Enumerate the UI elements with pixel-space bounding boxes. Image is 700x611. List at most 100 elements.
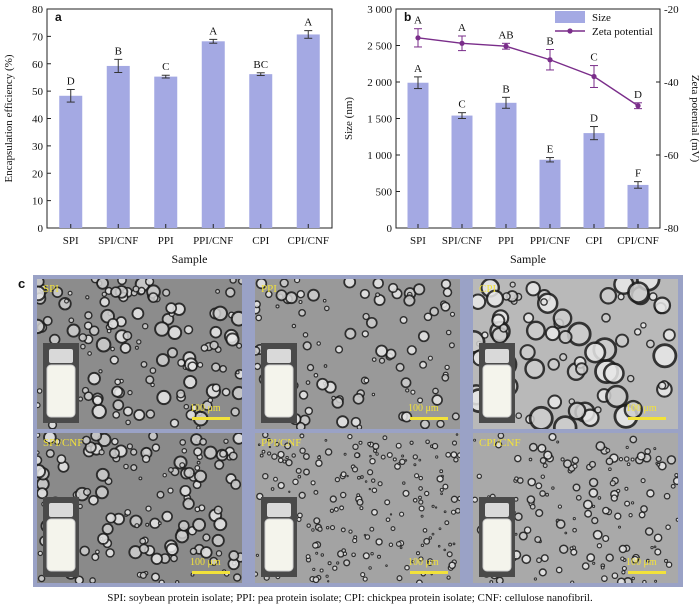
micrograph-grid: SPI 100 μm PPI 100 μm CPI 100 μm SPI/CNF 100 μm… bbox=[33, 275, 683, 587]
bar-CPI bbox=[249, 74, 273, 228]
y-tick-label-a: 60 bbox=[32, 59, 44, 71]
micrograph-label: PPI/CNF bbox=[261, 437, 302, 449]
y-tick-label-left-b: 500 bbox=[376, 187, 393, 199]
scale-bar bbox=[192, 417, 230, 420]
sig-letter-CPI/CNF: A bbox=[304, 17, 312, 29]
vial-inset-photo bbox=[261, 343, 297, 423]
vial-inset-photo bbox=[261, 497, 297, 577]
y-axis-title-a: Encapsulation efficiency (%) bbox=[3, 54, 15, 182]
x-tick-label-CPI/CNF: CPI/CNF bbox=[287, 235, 329, 247]
sig-letter-SPI/CNF: B bbox=[115, 45, 122, 57]
x-tick-label-PPI/CNF: PPI/CNF bbox=[193, 235, 233, 247]
sig-letter-CPI: BC bbox=[253, 59, 268, 71]
size-bar-CPI/CNF bbox=[627, 184, 649, 228]
zeta-point-PPI bbox=[503, 43, 509, 49]
y-tick-label-left-b: 1 500 bbox=[367, 114, 392, 126]
y-axis-title-left-b: Size (nm) bbox=[343, 97, 355, 140]
y-tick-label-a: 10 bbox=[32, 196, 44, 208]
size-bar-PPI bbox=[495, 102, 517, 228]
legend-marker-zeta bbox=[567, 28, 573, 34]
zeta-sig-letter-SPI: A bbox=[414, 15, 422, 27]
y-tick-label-left-b: 1 000 bbox=[367, 150, 392, 162]
scale-bar bbox=[628, 417, 666, 420]
figure-caption: SPI: soybean protein isolate; PPI: pea p… bbox=[107, 592, 593, 604]
x-tick-label-SPI/CNF: SPI/CNF bbox=[98, 235, 138, 247]
droplet-texture bbox=[255, 433, 460, 583]
x-tick-label-b-SPI/CNF: SPI/CNF bbox=[442, 235, 482, 247]
y-tick-label-a: 70 bbox=[32, 31, 44, 43]
size-sig-letter-PPI/CNF: E bbox=[547, 144, 554, 156]
sig-letter-PPI/CNF: A bbox=[209, 25, 217, 37]
micrograph-ppi-cnf: PPI/CNF 100 μm bbox=[255, 433, 460, 583]
scale-bar bbox=[192, 571, 230, 574]
y-tick-label-right-b: -80 bbox=[664, 223, 679, 235]
zeta-point-SPI bbox=[415, 35, 421, 41]
scale-bar bbox=[628, 571, 666, 574]
vial-inset-photo bbox=[43, 343, 79, 423]
y-tick-label-left-b: 2 500 bbox=[367, 41, 392, 53]
y-tick-label-right-b: -60 bbox=[664, 150, 679, 162]
micrograph-label: CPI bbox=[479, 283, 497, 295]
micrograph-label: CPI/CNF bbox=[479, 437, 521, 449]
x-tick-label-b-PPI/CNF: PPI/CNF bbox=[530, 235, 570, 247]
plot-frame-a bbox=[46, 8, 333, 229]
y-tick-label-a: 40 bbox=[32, 114, 44, 126]
panel-label-a: a bbox=[55, 10, 62, 24]
y-axis-title-right-b: Zeta potential (mV) bbox=[689, 75, 700, 163]
size-sig-letter-CPI: D bbox=[590, 113, 598, 125]
zeta-sig-letter-SPI/CNF: A bbox=[458, 22, 466, 34]
zeta-point-SPI/CNF bbox=[459, 40, 465, 46]
x-axis-title-b: Sample bbox=[510, 252, 546, 266]
bar-PPI/CNF bbox=[201, 41, 225, 228]
y-tick-label-a: 80 bbox=[32, 4, 44, 16]
scale-bar-label: 100 μm bbox=[408, 557, 439, 568]
x-tick-label-b-CPI/CNF: CPI/CNF bbox=[617, 235, 659, 247]
vial-inset-photo bbox=[479, 497, 515, 577]
y-tick-label-left-b: 3 000 bbox=[367, 4, 392, 16]
bar-SPI bbox=[59, 95, 83, 228]
droplet-texture bbox=[473, 279, 678, 429]
micrograph-label: SPI/CNF bbox=[43, 437, 84, 449]
scale-bar-label: 100 μm bbox=[190, 403, 221, 414]
scale-bar-label: 100 μm bbox=[626, 403, 657, 414]
x-tick-label-SPI: SPI bbox=[63, 235, 79, 247]
scale-bar bbox=[410, 417, 448, 420]
vial-inset-photo bbox=[43, 497, 79, 577]
panel-label-c: c bbox=[18, 276, 26, 291]
zeta-point-CPI bbox=[591, 73, 597, 80]
y-tick-label-right-b: -20 bbox=[664, 4, 679, 16]
droplet-texture bbox=[255, 279, 460, 429]
size-sig-letter-SPI/CNF: C bbox=[458, 99, 465, 111]
bar-PPI bbox=[154, 76, 178, 229]
scale-bar bbox=[410, 571, 448, 574]
zeta-point-PPI/CNF bbox=[547, 57, 553, 63]
size-bar-SPI/CNF bbox=[451, 115, 473, 228]
scale-bar-label: 100 μm bbox=[408, 403, 439, 414]
bar-SPI/CNF bbox=[106, 65, 130, 228]
zeta-sig-letter-CPI/CNF: D bbox=[634, 89, 642, 101]
droplet-texture bbox=[37, 279, 242, 429]
y-tick-label-a: 0 bbox=[38, 223, 44, 235]
micrograph-cpi-cnf: CPI/CNF 100 μm bbox=[473, 433, 678, 583]
sig-letter-PPI: C bbox=[162, 61, 169, 73]
legend-label-zeta: Zeta potential bbox=[592, 26, 653, 38]
zeta-point-CPI/CNF bbox=[635, 103, 641, 109]
x-tick-label-b-SPI: SPI bbox=[410, 235, 426, 247]
y-tick-label-right-b: -40 bbox=[664, 77, 679, 89]
micrograph-spi: SPI 100 μm bbox=[37, 279, 242, 429]
size-bar-CPI bbox=[583, 133, 605, 228]
zeta-sig-letter-CPI: C bbox=[590, 52, 597, 64]
x-tick-label-b-PPI: PPI bbox=[498, 235, 514, 247]
size-bar-PPI/CNF bbox=[539, 159, 561, 228]
vial-inset-photo bbox=[479, 343, 515, 423]
scale-bar-label: 100 μm bbox=[626, 557, 657, 568]
droplet-texture bbox=[473, 433, 678, 583]
zeta-sig-letter-PPI/CNF: B bbox=[546, 36, 553, 48]
legend-swatch-size bbox=[555, 11, 585, 23]
y-tick-label-left-b: 2 000 bbox=[367, 77, 392, 89]
micrograph-label: SPI bbox=[43, 283, 59, 295]
y-tick-label-left-b: 0 bbox=[387, 223, 393, 235]
zeta-sig-letter-PPI: AB bbox=[498, 29, 513, 41]
legend-label-size: Size bbox=[592, 12, 611, 24]
